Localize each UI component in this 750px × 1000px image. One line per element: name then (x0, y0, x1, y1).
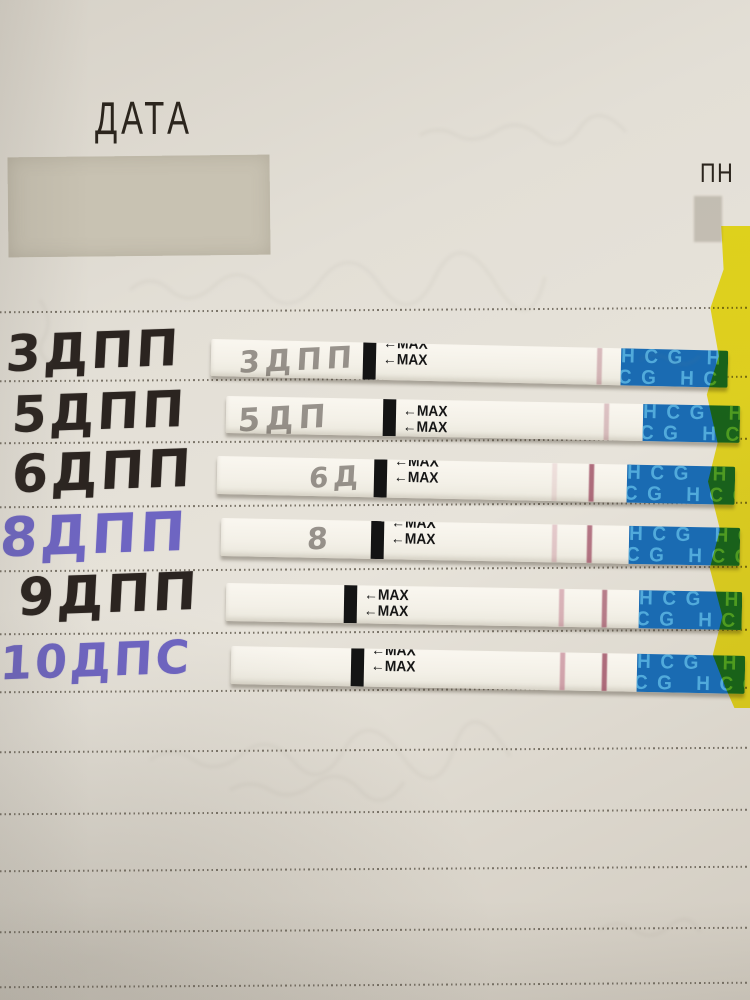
weekday-heading: ПН (700, 158, 735, 188)
date-heading: ДАТА (95, 92, 193, 144)
gray-smudge (694, 196, 722, 242)
